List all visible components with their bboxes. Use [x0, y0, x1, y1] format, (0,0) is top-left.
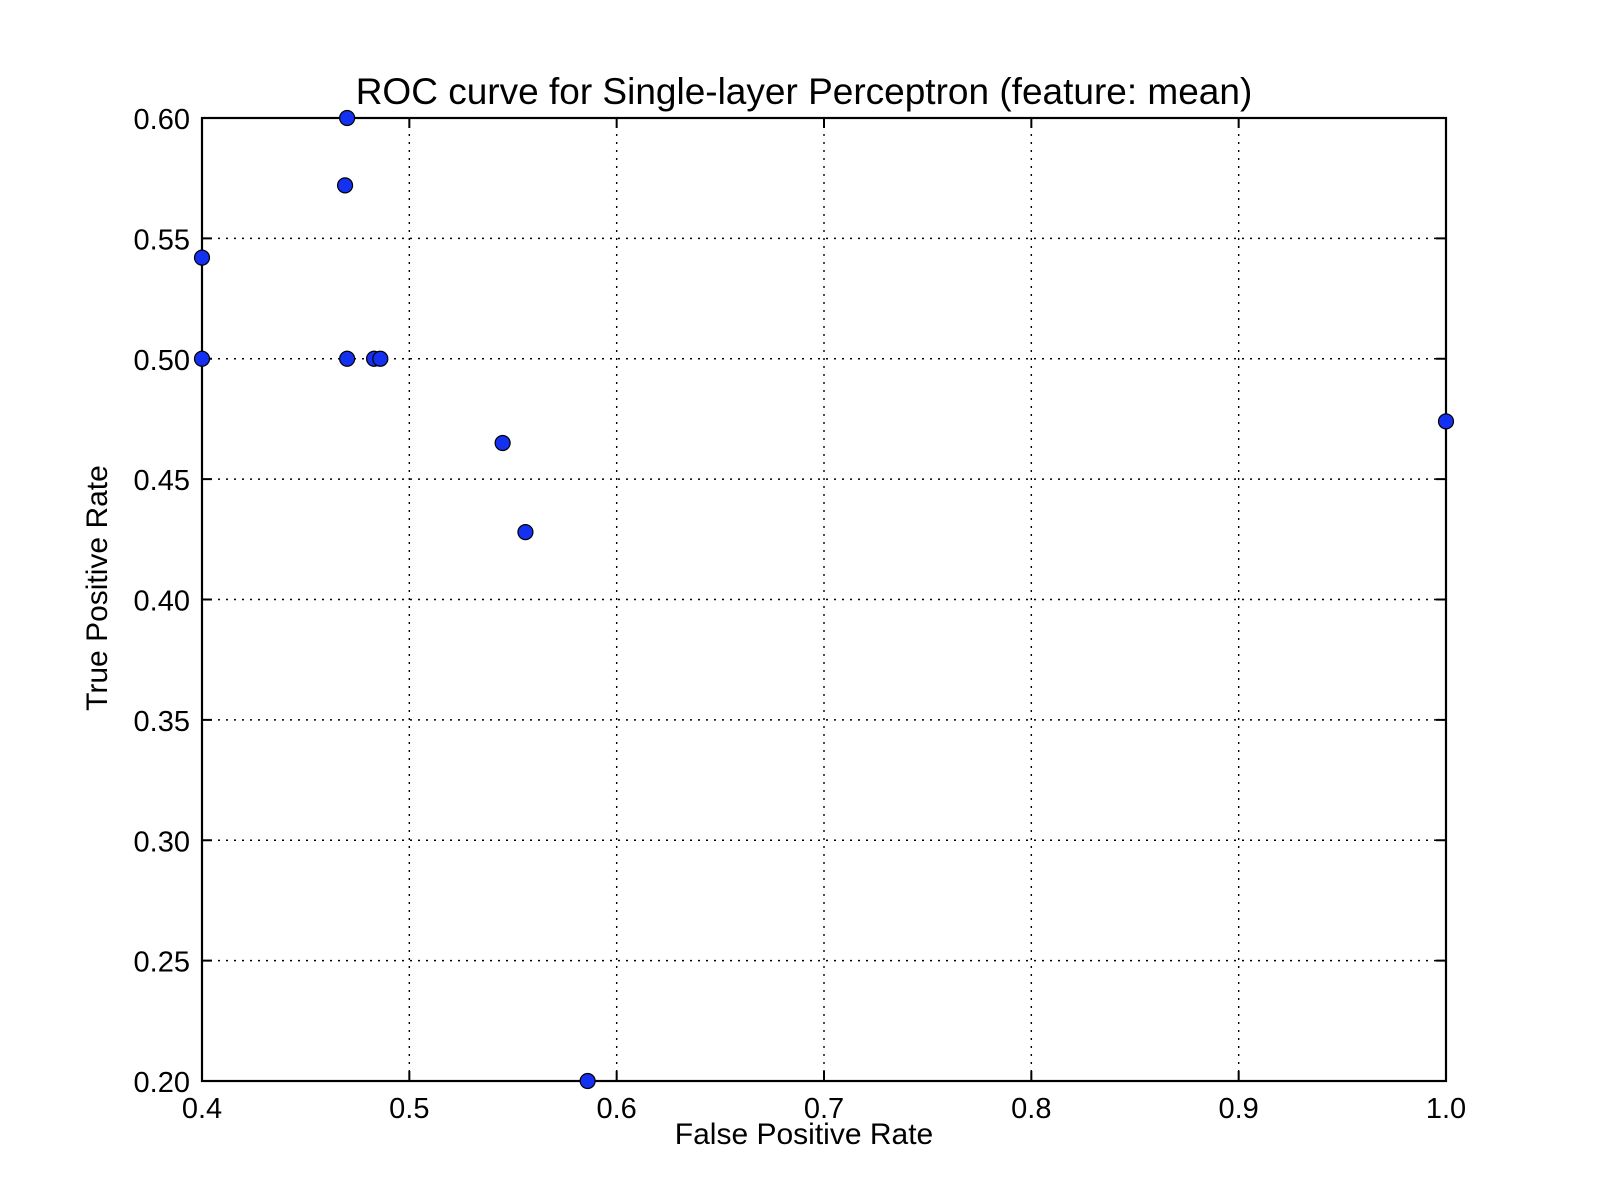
- data-point: [372, 350, 389, 367]
- y-tick-label: 0.55: [134, 224, 190, 256]
- data-point: [193, 249, 211, 266]
- x-tick-labels: 0.4 0.5 0.6 0.7 0.8 0.9 1.0: [182, 1093, 1466, 1125]
- data-point: [517, 523, 534, 541]
- y-tick-label: 0.50: [134, 345, 190, 377]
- chart-title: ROC curve for Single-layer Perceptron (f…: [356, 71, 1253, 112]
- y-tick-label: 0.25: [134, 947, 190, 979]
- grid-lines: [202, 118, 1446, 1081]
- x-axis-label: False Positive Rate: [675, 1118, 933, 1151]
- data-point: [494, 434, 511, 452]
- x-tick-label: 0.6: [597, 1093, 637, 1125]
- y-tick-labels: 0.20 0.25 0.30 0.35 0.40 0.45 0.50 0.55 0.60: [134, 104, 190, 1099]
- x-tick-label: 1.0: [1426, 1093, 1466, 1125]
- x-tick-label: 0.5: [389, 1093, 429, 1125]
- data-point: [336, 177, 354, 194]
- y-tick-label: 0.30: [134, 826, 190, 858]
- y-tick-label: 0.20: [134, 1067, 190, 1099]
- data-point: [1437, 413, 1455, 430]
- x-tick-label: 0.4: [182, 1093, 222, 1125]
- data-point: [339, 350, 356, 367]
- x-tick-label: 0.7: [804, 1093, 844, 1125]
- y-tick-label: 0.35: [134, 706, 190, 738]
- y-tick-label: 0.60: [134, 104, 190, 136]
- x-tick-label: 0.8: [1011, 1093, 1051, 1125]
- y-tick-label: 0.45: [134, 465, 190, 497]
- data-point: [193, 350, 211, 367]
- y-axis-label: True Positive Rate: [81, 465, 114, 711]
- y-tick-label: 0.40: [134, 586, 190, 618]
- tick-marks: [201, 117, 1447, 1082]
- data-point: [339, 109, 356, 127]
- x-tick-label: 0.9: [1219, 1093, 1259, 1125]
- data-points: [193, 109, 1455, 1090]
- data-point: [579, 1072, 596, 1090]
